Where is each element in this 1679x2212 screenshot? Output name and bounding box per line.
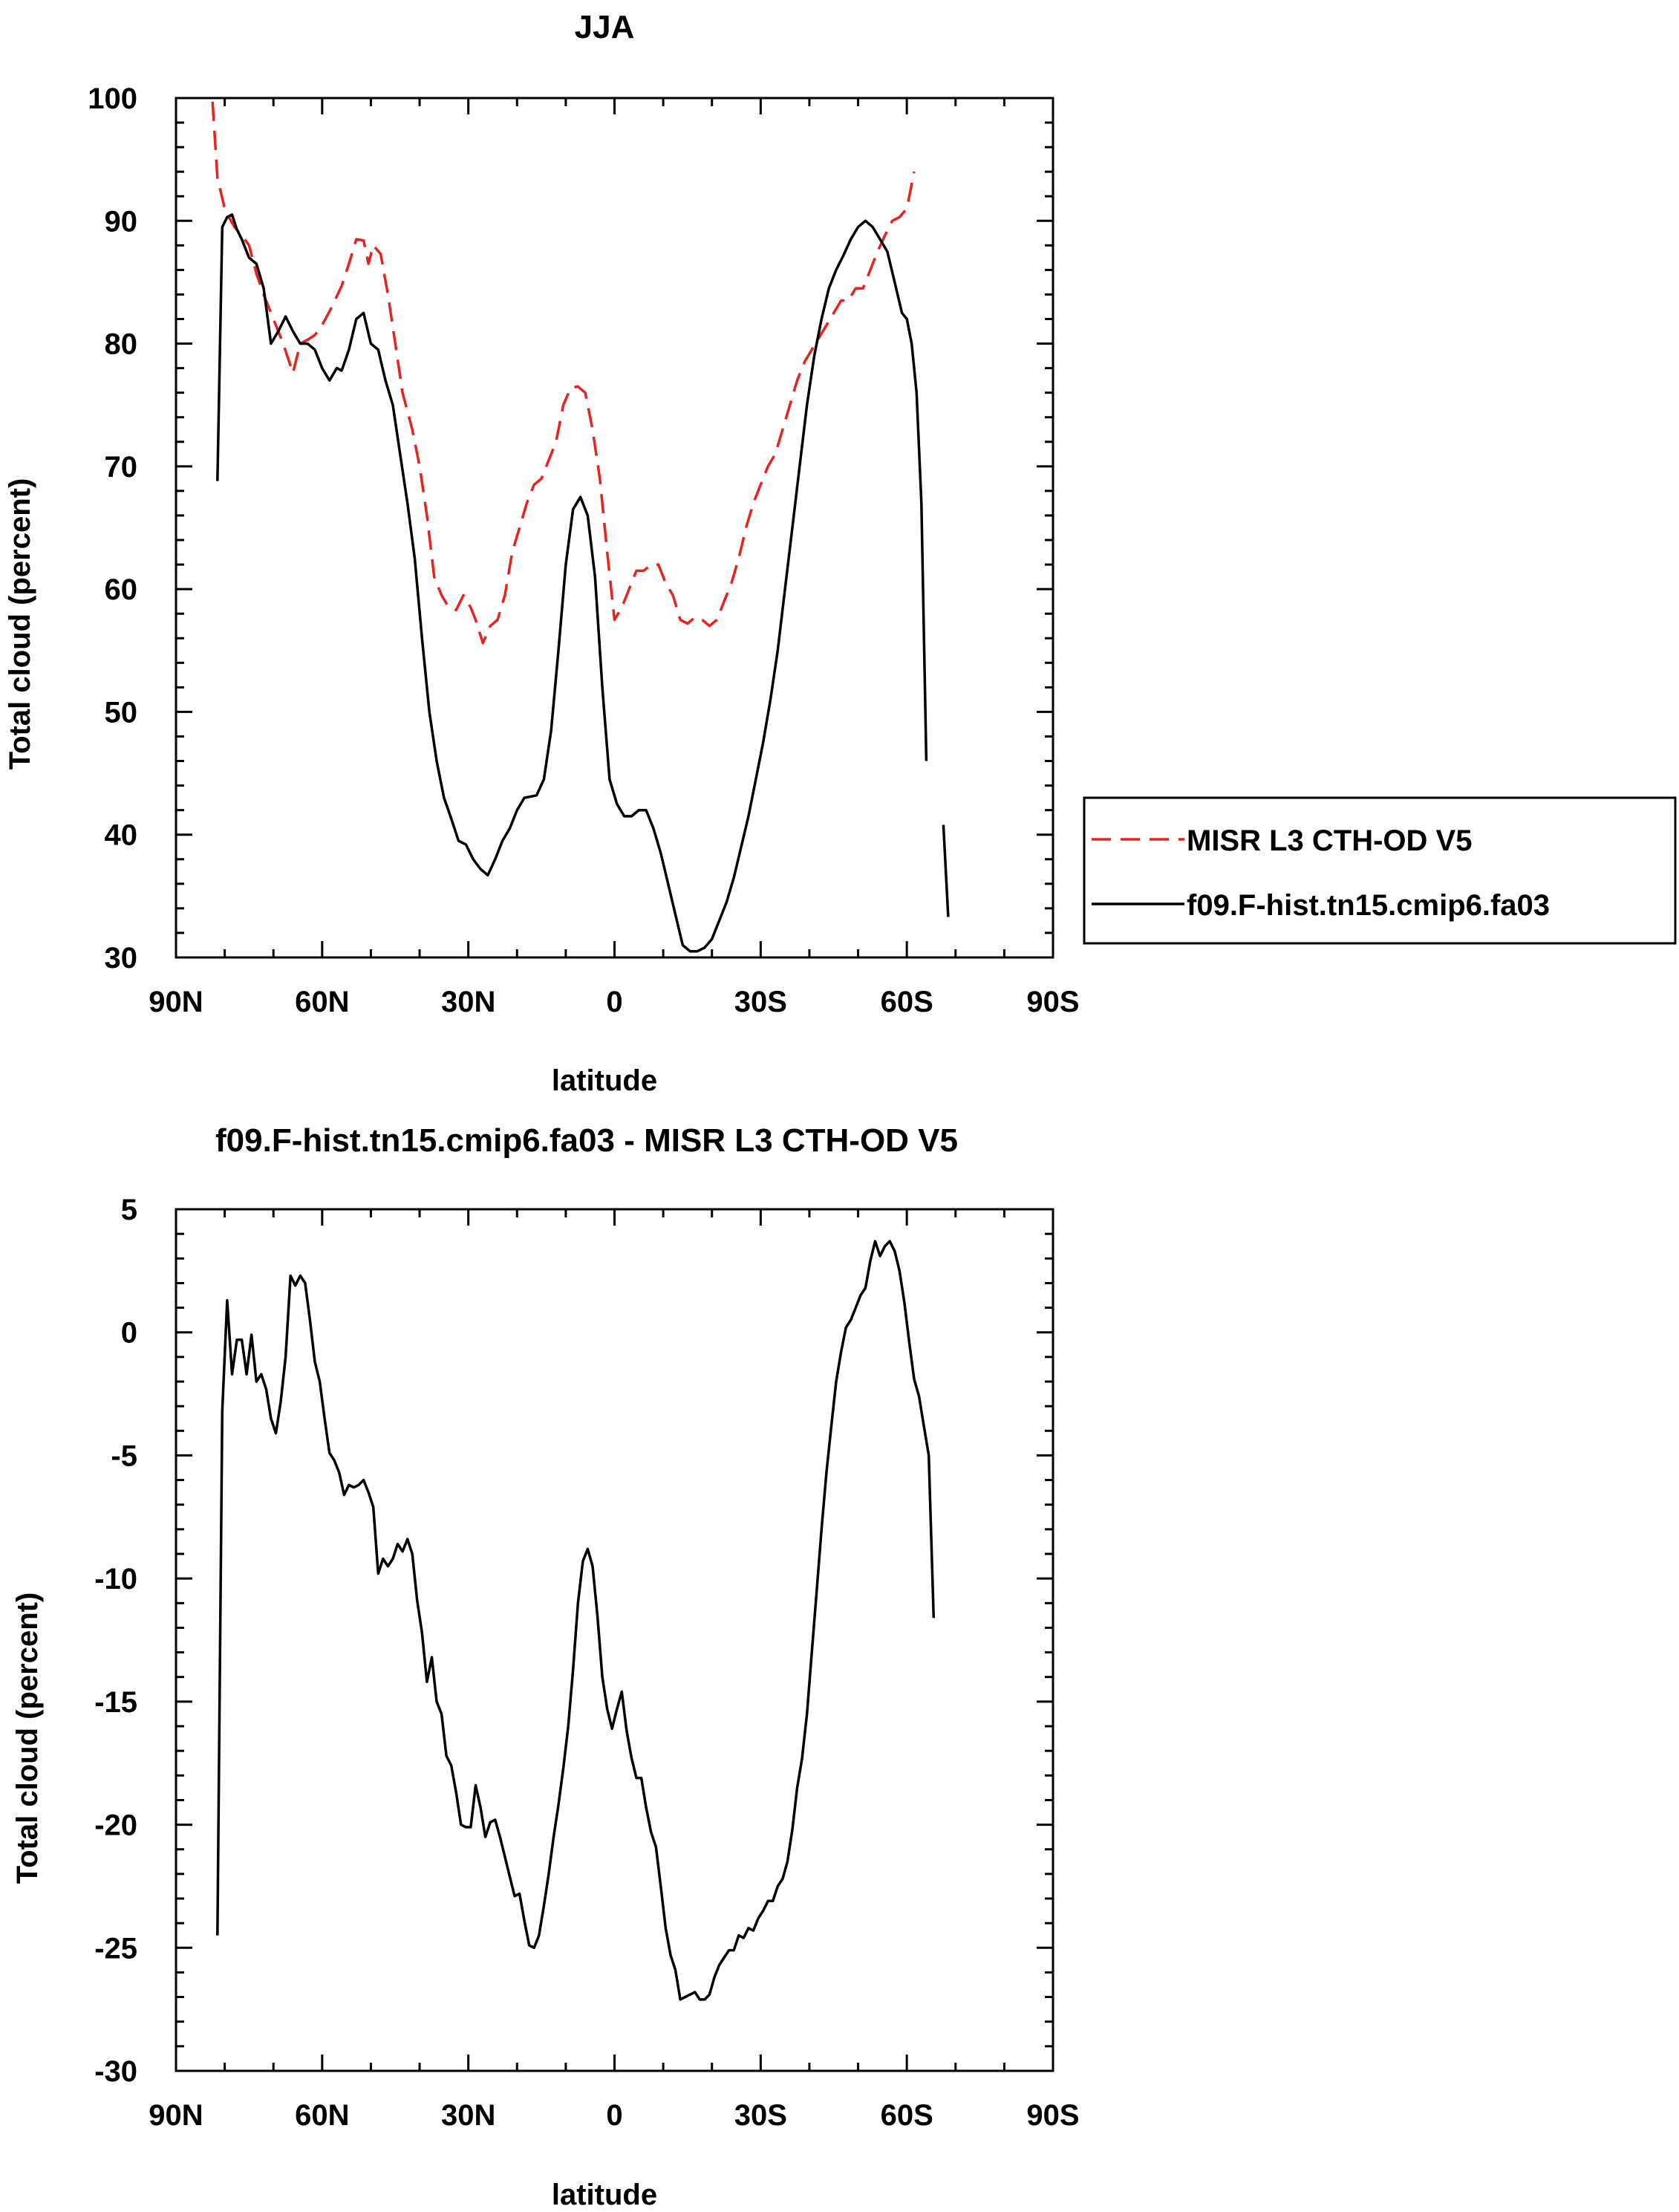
legend-box bbox=[1083, 796, 1677, 945]
top-plot-area: 90N 60N 30N 0 30S 60S 90S 30 40 50 60 70 80 90 100 bbox=[88, 82, 1079, 1018]
x-tick-label: 0 bbox=[606, 2099, 622, 2132]
y-tick-label: -20 bbox=[94, 1809, 137, 1842]
series-line-0 bbox=[211, 101, 916, 645]
y-tick-label: -25 bbox=[94, 1932, 137, 1965]
y-tick-label: 80 bbox=[105, 328, 138, 361]
x-tick-label: 90N bbox=[149, 2099, 203, 2132]
y-tick-label: -5 bbox=[111, 1440, 137, 1472]
legend-label-misr: MISR L3 CTH-OD V5 bbox=[1187, 824, 1472, 857]
y-tick-label: 70 bbox=[105, 451, 138, 484]
x-tick-label: 0 bbox=[606, 986, 622, 1018]
bottom-x-axis-label: latitude bbox=[552, 2179, 657, 2211]
series-line-1 bbox=[942, 824, 950, 917]
y-tick-label: -30 bbox=[94, 2055, 137, 2088]
legend-label-model: f09.F-hist.tn15.cmip6.fa03 bbox=[1187, 889, 1550, 922]
top-chart-title: JJA bbox=[575, 9, 635, 45]
bottom-plot-area: 90N 60N 30N 0 30S 60S 90S -30 -25 -20 -15 -10 -5 0 5 bbox=[94, 1194, 1079, 2132]
y-tick-label: 5 bbox=[121, 1194, 137, 1226]
bottom-panel: f09.F-hist.tn15.cmip6.fa03 - MISR L3 CTH… bbox=[11, 1122, 1080, 2211]
x-tick-label: 30S bbox=[734, 986, 787, 1018]
plot-frame bbox=[175, 1208, 1054, 2072]
x-tick-label: 60N bbox=[295, 986, 349, 1018]
y-tick-label: 100 bbox=[88, 82, 137, 115]
y-tick-label: 0 bbox=[121, 1317, 137, 1350]
bottom-y-axis-label: Total cloud (percent) bbox=[11, 1593, 44, 1884]
x-tick-label: 90S bbox=[1026, 986, 1079, 1018]
x-tick-label: 90N bbox=[149, 986, 203, 1018]
y-tick-label: 50 bbox=[105, 696, 138, 729]
bottom-chart-title: f09.F-hist.tn15.cmip6.fa03 - MISR L3 CTH… bbox=[215, 1122, 958, 1159]
x-tick-label: 30N bbox=[441, 2099, 495, 2132]
x-tick-label: 60S bbox=[881, 986, 933, 1018]
y-tick-label: -10 bbox=[94, 1563, 137, 1595]
series-line-1 bbox=[216, 213, 928, 953]
top-x-axis-label: latitude bbox=[552, 1064, 657, 1097]
x-tick-label: 90S bbox=[1026, 2099, 1079, 2132]
x-tick-label: 30S bbox=[734, 2099, 787, 2132]
y-tick-label: 60 bbox=[105, 573, 138, 606]
x-tick-label: 60N bbox=[295, 2099, 349, 2132]
legend: MISR L3 CTH-OD V5 f09.F-hist.tn15.cmip6.… bbox=[1083, 796, 1677, 945]
top-y-axis-label: Total cloud (percent) bbox=[4, 478, 36, 770]
top-panel: JJA 90N 60N 30N 0 30S 60S 90S 30 40 50 60 70 80 90 100… bbox=[4, 9, 1677, 1097]
x-tick-label: 30N bbox=[441, 986, 495, 1018]
y-tick-label: -15 bbox=[94, 1686, 137, 1719]
series-line-0 bbox=[216, 1240, 936, 2001]
x-tick-label: 60S bbox=[881, 2099, 933, 2132]
y-tick-label: 90 bbox=[105, 205, 138, 238]
y-tick-label: 40 bbox=[105, 819, 138, 852]
y-tick-label: 30 bbox=[105, 942, 138, 975]
